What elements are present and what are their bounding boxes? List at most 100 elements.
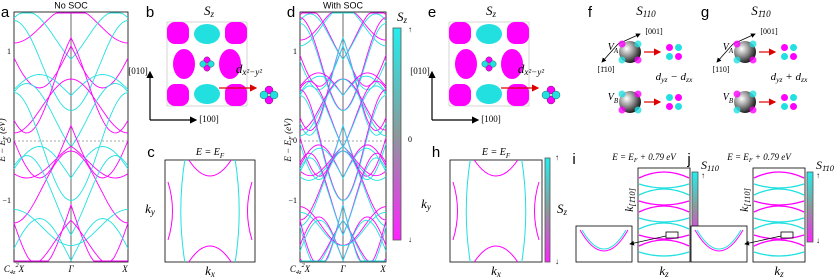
zoom-box: [665, 231, 679, 239]
orbital-lobe: [199, 60, 207, 68]
fermi-contour: [188, 245, 232, 263]
orbital-lobe: [269, 90, 279, 100]
band-frame: [637, 167, 691, 263]
orbital-lobe: [675, 53, 682, 60]
text-part: S: [204, 3, 211, 18]
orbital-lobe: [634, 40, 642, 48]
fermi-frame: [449, 159, 543, 263]
band-line: [753, 239, 805, 247]
orbital-lobe: [551, 90, 561, 100]
script-text: z: [209, 9, 214, 19]
orbital-lobe: [618, 90, 626, 98]
band-line: [299, 12, 387, 47]
site-label: VB: [608, 92, 619, 104]
text-part: E = E: [481, 147, 506, 158]
cyan-lobe: [194, 24, 220, 44]
panel-label: b: [146, 4, 154, 21]
orbital-lobe: [207, 60, 215, 68]
kx-label: kx: [491, 263, 501, 279]
text-part: X: [18, 264, 25, 274]
axis-arrow: [601, 43, 619, 63]
orbital-lobe: [790, 94, 797, 101]
script-text: z: [664, 269, 669, 279]
colorbar-bottom: ↓: [408, 235, 412, 244]
band-line: [299, 147, 387, 180]
script-text: x: [496, 269, 501, 279]
colorbar: [544, 157, 551, 263]
orbital-lobe: [541, 90, 551, 100]
band-line: [13, 155, 129, 236]
orbital-label: dyz + dzx: [771, 71, 808, 84]
band-line: [13, 209, 129, 246]
band-line: [299, 150, 387, 227]
zoom-arrow: [744, 235, 782, 246]
band-line: [13, 124, 129, 179]
text-part: (eV): [0, 118, 7, 136]
orbital-lobe: [666, 44, 673, 51]
axis-label: [110]: [712, 65, 729, 74]
panel-title: E = EF: [481, 147, 511, 159]
magenta-lobe: [449, 22, 471, 44]
orbital-lobe: [666, 53, 673, 60]
k-label: ky: [421, 196, 432, 212]
colorbar-label: Sz: [397, 9, 408, 25]
x-tick-label: C4z2X: [290, 262, 311, 276]
orbital-lobe: [618, 106, 626, 114]
orbital-lobe: [749, 106, 757, 114]
k-label: k[1̄10]: [622, 188, 637, 212]
script-text: x: [210, 269, 215, 279]
band-line: [638, 222, 690, 230]
script-text: 4z: [296, 269, 302, 276]
atom: [619, 41, 641, 63]
fermi-contour: [452, 181, 458, 241]
script-text: x²−y²: [523, 67, 544, 77]
orbital-lobe: [634, 56, 642, 64]
colorbar-top: ↑: [816, 171, 820, 180]
script-text: F: [505, 152, 511, 160]
band-line: [638, 217, 690, 223]
orbital-lobe: [749, 90, 757, 98]
text-part: k: [774, 263, 780, 278]
zoom-box: [780, 231, 794, 239]
band-line: [753, 222, 805, 230]
text-part: S: [557, 201, 564, 216]
band-line: [13, 83, 129, 148]
script-text: y: [150, 207, 156, 217]
script-text: z: [562, 207, 567, 217]
text-part: E = E: [195, 147, 220, 158]
axis-label: [1̄10]: [597, 65, 614, 74]
orbital-lobe: [675, 94, 682, 101]
colorbar-label: S110: [701, 158, 720, 173]
ky-label: ky: [145, 201, 156, 217]
script-text: x²−y²: [241, 67, 262, 77]
band-line: [13, 12, 129, 44]
panel-title: With SOC: [323, 0, 364, 10]
script-text: 4z: [10, 269, 16, 276]
orbital-lobe: [675, 103, 682, 110]
orbital-lobe: [733, 40, 741, 48]
script-text: zx: [685, 75, 693, 84]
text-part: V: [608, 42, 616, 53]
orbital-lobe: [749, 40, 757, 48]
script-text: 110: [643, 9, 656, 19]
script-text: A: [613, 47, 619, 55]
y-axis-label: E − EF (eV): [283, 118, 295, 162]
magenta-lobe: [449, 84, 471, 106]
text-part: + 0.79 eV: [638, 152, 678, 162]
script-text: z: [402, 15, 407, 25]
orbital-lobe: [675, 44, 682, 51]
atom: [734, 91, 756, 113]
orbital-lobe: [781, 53, 788, 60]
axis-label: [001]: [760, 27, 778, 36]
axis-label: [010]: [128, 66, 148, 76]
orbital-lobe: [618, 40, 626, 48]
script-text: F: [219, 152, 225, 160]
band-line: [638, 188, 690, 196]
colorbar-bottom: ↓: [555, 257, 559, 266]
colorbar-label: S1̄10: [816, 158, 835, 173]
fermi-contour: [465, 159, 471, 263]
band-line: [299, 75, 387, 97]
orbital-lobe: [264, 85, 274, 95]
text-part: (eV): [283, 118, 293, 136]
orbital-lobe: [781, 103, 788, 110]
